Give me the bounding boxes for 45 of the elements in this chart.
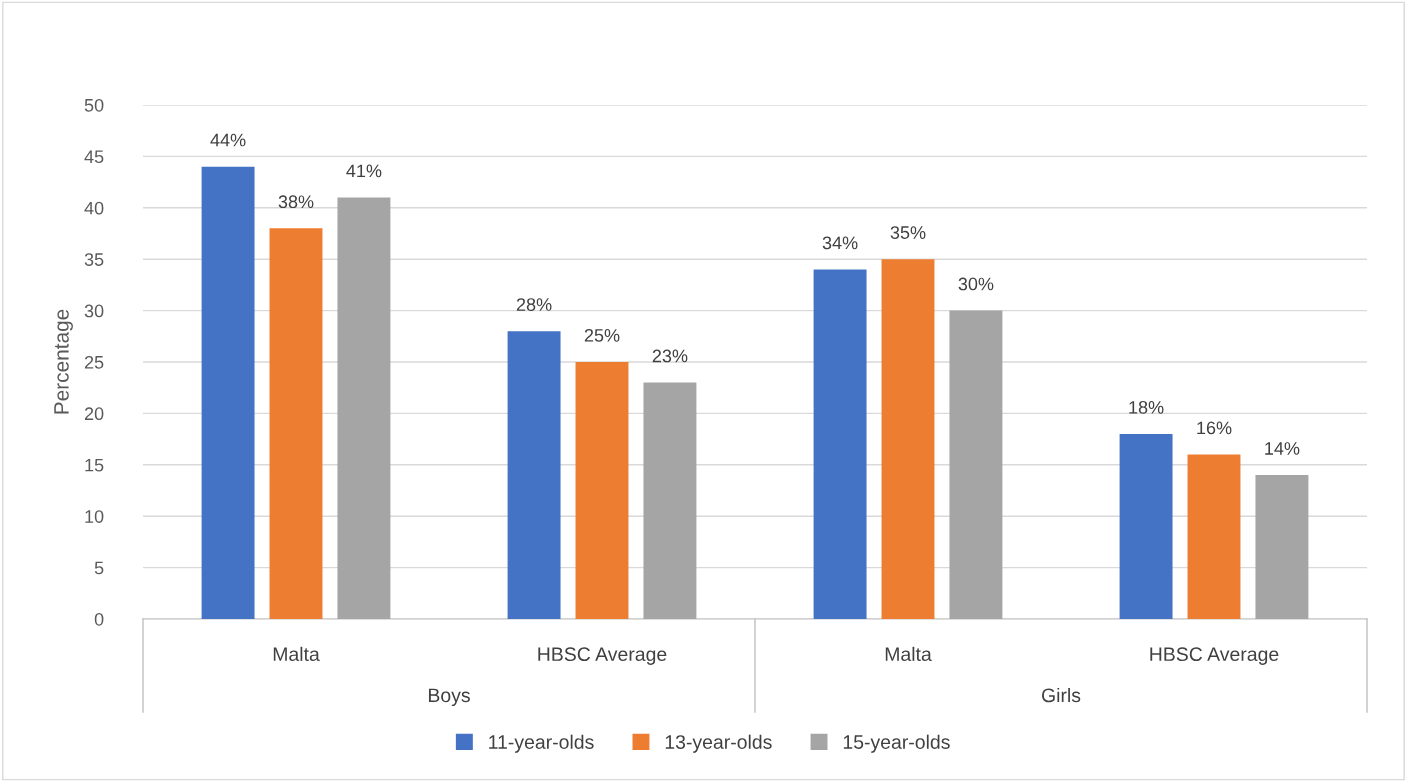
data-label: 44% <box>210 133 246 147</box>
y-tick-label: 20 <box>84 407 104 421</box>
y-axis-title: Percentage <box>54 309 73 414</box>
data-label: 41% <box>346 164 382 178</box>
x-tick-label: HBSC Average <box>1150 647 1279 665</box>
bar <box>1255 475 1309 619</box>
legend-label: 13-year-olds <box>665 734 772 753</box>
y-tick-label: 15 <box>85 458 104 472</box>
y-tick-label: 10 <box>85 510 104 523</box>
y-tick-label: 25 <box>84 355 104 369</box>
bar <box>507 331 561 619</box>
legend-label: 15-year-olds <box>843 734 950 753</box>
bar <box>813 269 867 619</box>
data-label: 25% <box>584 328 620 342</box>
bar <box>1119 433 1173 619</box>
x-tick-label: Malta <box>885 646 932 662</box>
bar <box>1187 454 1241 619</box>
data-label: 16% <box>1197 421 1232 435</box>
bar <box>881 259 935 619</box>
data-label: 18% <box>1129 400 1164 414</box>
y-tick-label: 35 <box>84 253 104 266</box>
data-label: 38% <box>278 195 314 209</box>
bar <box>949 310 1003 619</box>
data-label: 23% <box>652 349 688 363</box>
text: Girls <box>1042 687 1081 703</box>
data-label: 30% <box>958 277 994 291</box>
text: Boys <box>428 688 470 707</box>
bar <box>575 362 629 619</box>
y-tick-label: 50 <box>84 98 104 112</box>
data-label: 35% <box>890 226 926 239</box>
x-tick-label: Malta <box>273 646 320 662</box>
data-label: 34% <box>822 236 858 250</box>
bar <box>643 382 697 619</box>
y-tick-label: 30 <box>84 304 104 318</box>
bar <box>269 228 323 619</box>
legend-label: 11-year-olds <box>489 734 594 753</box>
data-label: 14% <box>1265 442 1300 455</box>
bar <box>201 166 255 619</box>
y-tick-label: 45 <box>84 150 104 164</box>
data-label: 28% <box>516 298 552 311</box>
x-tick-label: HBSC Average <box>538 647 667 665</box>
y-tick-label: 0 <box>94 612 104 626</box>
bar <box>337 197 391 619</box>
y-tick-label: 5 <box>94 561 104 575</box>
y-tick-label: 40 <box>84 201 104 215</box>
